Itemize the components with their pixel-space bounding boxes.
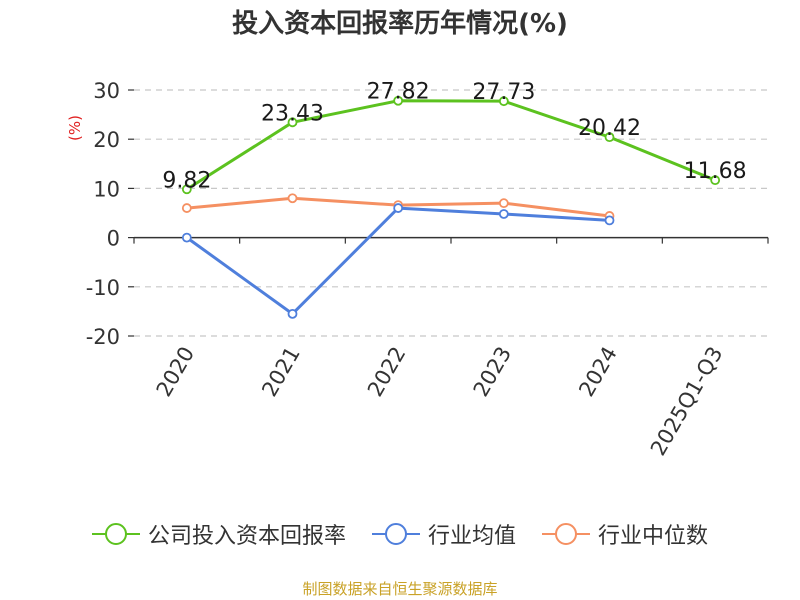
- y-tick-label: 30: [93, 79, 120, 103]
- data-label: 27.73: [472, 80, 535, 105]
- x-tick-label: 2025Q1-Q3: [646, 343, 728, 460]
- legend-label: 公司投入资本回报率: [147, 524, 346, 549]
- data-point: [181, 232, 192, 243]
- x-tick-label: 2020: [152, 343, 200, 401]
- data-label: 9.82: [162, 168, 211, 193]
- legend-swatch: [371, 522, 420, 546]
- data-point: [181, 184, 192, 195]
- data-point: [287, 308, 298, 319]
- data-label: 11.68: [684, 159, 747, 184]
- source-note: 制图数据来自恒生聚源数据库: [302, 580, 498, 598]
- legend: 公司投入资本回报率 行业均值 行业中位数: [0, 518, 800, 550]
- x-tick-label: 2022: [363, 343, 411, 401]
- data-point: [393, 203, 404, 213]
- x-tick-label: 2021: [257, 343, 305, 401]
- legend-marker: [555, 523, 577, 545]
- y-tick-label: -10: [86, 276, 120, 300]
- y-tick-label: 10: [93, 177, 120, 201]
- data-point: [604, 215, 615, 226]
- data-point: [498, 96, 509, 107]
- legend-label: 行业均值: [427, 524, 516, 549]
- x-tick-label: 2023: [469, 343, 517, 401]
- legend-marker: [384, 523, 407, 545]
- x-tick-label: 2024: [574, 343, 622, 401]
- legend-item[interactable]: 行业中位数: [542, 518, 708, 550]
- chart-title: 投入资本回报率历年情况(%): [232, 9, 568, 39]
- data-point: [498, 209, 509, 219]
- y-axis-label: (%): [66, 115, 84, 141]
- series-line: [186, 99, 716, 191]
- legend-item[interactable]: 行业均值: [371, 518, 516, 550]
- data-point: [498, 198, 509, 209]
- data-label: 23.43: [261, 101, 324, 126]
- data-point: [710, 175, 721, 186]
- data-point: [604, 132, 615, 143]
- data-point: [181, 203, 192, 213]
- legend-label: 行业中位数: [598, 524, 709, 549]
- data-point: [287, 117, 298, 128]
- series-line: [185, 206, 610, 316]
- legend-swatch: [542, 522, 590, 546]
- legend-swatch: [91, 522, 140, 546]
- y-tick-label: -20: [86, 325, 120, 349]
- data-point: [393, 95, 404, 106]
- y-tick-label: 20: [93, 128, 120, 152]
- legend-marker: [104, 523, 127, 545]
- data-label: 27.82: [367, 80, 430, 105]
- data-point: [287, 193, 298, 204]
- legend-item[interactable]: 公司投入资本回报率: [91, 518, 346, 550]
- y-tick-label: 0: [107, 227, 120, 251]
- data-label: 20.42: [578, 116, 641, 141]
